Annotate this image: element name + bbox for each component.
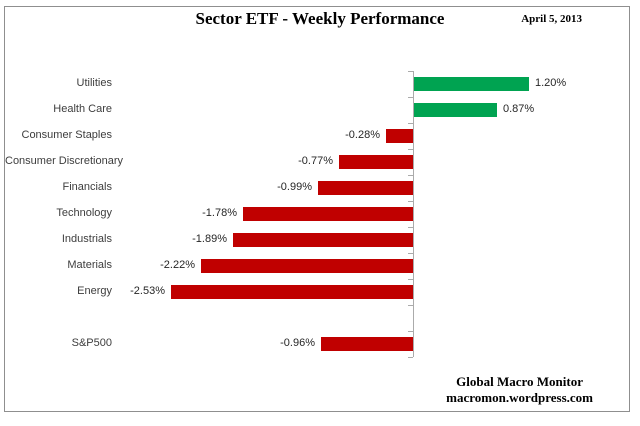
axis-tick	[408, 71, 413, 72]
axis-tick	[408, 227, 413, 228]
axis-tick	[408, 123, 413, 124]
credit-block: Global Macro Monitor macromon.wordpress.…	[446, 374, 593, 406]
bar-utilities	[414, 77, 529, 91]
category-label-consumer-discretionary: Consumer Discretionary	[5, 155, 123, 167]
category-label-materials: Materials	[67, 259, 112, 271]
value-label-health-care: 0.87%	[503, 103, 535, 115]
axis-tick	[408, 253, 413, 254]
bar-s-p500	[321, 337, 413, 351]
bar-consumer-staples	[386, 129, 413, 143]
category-label-health-care: Health Care	[53, 103, 112, 115]
category-label-industrials: Industrials	[61, 233, 112, 245]
category-label-utilities: Utilities	[76, 77, 112, 89]
category-label-energy: Energy	[77, 285, 112, 297]
bar-energy	[171, 285, 413, 299]
axis-tick	[408, 331, 413, 332]
value-label-consumer-discretionary: -0.77%	[298, 155, 333, 167]
chart-title: Sector ETF - Weekly Performance	[195, 9, 445, 28]
axis-tick	[408, 149, 413, 150]
axis-tick	[408, 279, 413, 280]
credit-source-name: Global Macro Monitor	[456, 374, 583, 389]
bar-industrials	[233, 233, 413, 247]
value-label-technology: -1.78%	[202, 207, 237, 219]
axis-tick	[408, 175, 413, 176]
bar-materials	[201, 259, 413, 273]
axis-tick	[408, 305, 413, 306]
bar-consumer-discretionary	[339, 155, 413, 169]
value-label-industrials: -1.89%	[192, 233, 227, 245]
category-label-financials: Financials	[62, 181, 112, 193]
category-label-technology: Technology	[56, 207, 112, 219]
bar-technology	[243, 207, 413, 221]
bar-health-care	[414, 103, 497, 117]
value-label-energy: -2.53%	[130, 285, 165, 297]
value-label-consumer-staples: -0.28%	[345, 129, 380, 141]
axis-tick	[408, 201, 413, 202]
value-label-s-p500: -0.96%	[280, 337, 315, 349]
credit-source-url: macromon.wordpress.com	[446, 390, 593, 405]
y-axis-line	[413, 71, 414, 357]
value-label-materials: -2.22%	[160, 259, 195, 271]
category-label-s-p500: S&P500	[71, 337, 112, 349]
axis-tick	[408, 357, 413, 358]
category-label-consumer-staples: Consumer Staples	[21, 129, 113, 141]
bar-financials	[318, 181, 413, 195]
value-label-financials: -0.99%	[277, 181, 312, 193]
axis-tick	[408, 97, 413, 98]
value-label-utilities: 1.20%	[535, 77, 567, 89]
chart-date: April 5, 2013	[521, 13, 582, 25]
